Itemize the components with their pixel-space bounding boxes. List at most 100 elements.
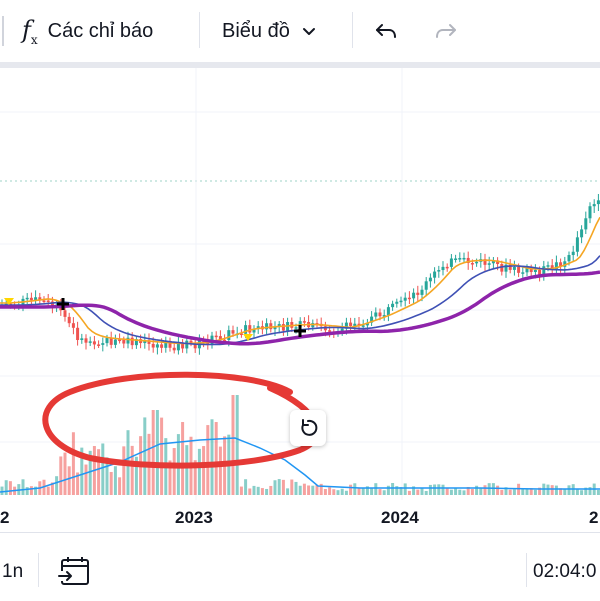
- volume-bar: [281, 479, 285, 495]
- volume-bar: [273, 480, 277, 495]
- volume-bar: [584, 487, 588, 495]
- candle-body: [302, 321, 306, 323]
- volume-bar: [46, 486, 50, 495]
- volume-bar: [420, 487, 424, 495]
- candle-body: [462, 257, 466, 260]
- volume-bar: [134, 456, 138, 495]
- volume-bar: [445, 487, 449, 495]
- volume-bar: [105, 457, 109, 495]
- volume-bar: [113, 466, 117, 495]
- calendar-goto-icon: [58, 557, 89, 585]
- volume-bar: [353, 483, 357, 495]
- candle-body: [265, 323, 269, 330]
- function-icon: fx: [22, 15, 38, 47]
- candle-body: [596, 200, 600, 205]
- price-chart[interactable]: [0, 68, 600, 530]
- candle-body: [420, 289, 424, 295]
- candle-body: [80, 338, 84, 341]
- chart-type-dropdown[interactable]: Biểu đồ: [222, 12, 318, 50]
- go-to-date-button[interactable]: [58, 555, 92, 592]
- candle-body: [546, 265, 550, 267]
- candle-body: [126, 337, 130, 344]
- candle-body: [34, 297, 38, 301]
- candle-body: [517, 266, 521, 273]
- candle-body: [151, 343, 155, 348]
- candle-body: [424, 281, 428, 290]
- volume-bar: [538, 487, 542, 495]
- down-triangle-marker: [4, 298, 14, 305]
- volume-bar: [80, 447, 84, 495]
- volume-bar: [533, 489, 537, 495]
- undo-button[interactable]: [372, 12, 400, 50]
- interval-button[interactable]: 1n: [2, 561, 24, 582]
- candle-body: [395, 301, 399, 304]
- volume-bar: [185, 445, 189, 495]
- volume-bar: [34, 486, 38, 495]
- volume-bar: [517, 483, 521, 495]
- volume-bar: [365, 486, 369, 495]
- candle-body: [361, 325, 365, 327]
- volume-bar: [588, 487, 592, 495]
- candle-body: [239, 333, 243, 336]
- volume-bar: [370, 487, 374, 495]
- candle-body: [550, 265, 554, 270]
- volume-bar: [214, 422, 218, 495]
- volume-bar: [462, 490, 466, 495]
- volume-bar: [130, 445, 134, 495]
- volume-bar: [596, 490, 600, 495]
- volume-bar: [361, 487, 365, 495]
- x-axis-label: 2: [589, 508, 599, 527]
- candle-body: [88, 341, 92, 343]
- candle-body: [328, 330, 332, 332]
- candle-body: [441, 266, 445, 271]
- volume-bar: [59, 456, 63, 495]
- volume-bar: [441, 484, 445, 495]
- volume-bar: [298, 485, 302, 495]
- volume-bar: [323, 488, 327, 495]
- candle-body: [365, 322, 369, 326]
- volume-bar: [449, 489, 453, 495]
- volume-bar: [151, 410, 155, 495]
- candle-body: [155, 344, 159, 348]
- candle-body: [538, 269, 542, 276]
- candle-body: [571, 251, 575, 256]
- candle-body: [466, 257, 470, 264]
- candle-body: [533, 269, 537, 273]
- candle-body: [134, 339, 138, 346]
- toolbar-divider: [38, 553, 39, 587]
- candle-body: [277, 324, 281, 327]
- candle-body: [542, 266, 546, 276]
- volume-bar: [286, 488, 290, 495]
- candle-body: [193, 342, 197, 349]
- volume-bar: [160, 417, 164, 495]
- x-axis-label: 2024: [381, 508, 419, 527]
- volume-bar: [559, 488, 563, 495]
- candle-body: [118, 339, 122, 342]
- volume-bar: [168, 460, 172, 495]
- volume-bar: [487, 483, 491, 495]
- volume-bar: [479, 488, 483, 495]
- candle-body: [269, 323, 273, 330]
- volume-bar: [101, 443, 105, 495]
- volume-bar: [143, 417, 147, 495]
- indicators-button[interactable]: fx Các chỉ báo: [22, 12, 153, 50]
- reset-icon: [301, 419, 318, 436]
- candle-body: [281, 324, 285, 331]
- redo-button[interactable]: [432, 12, 460, 50]
- candle-body: [63, 310, 67, 317]
- volume-bar: [29, 486, 33, 495]
- candle-body: [475, 261, 479, 264]
- reset-chart-button[interactable]: [290, 410, 326, 446]
- candle-body: [252, 328, 256, 333]
- volume-bar: [118, 477, 122, 495]
- candle-body: [353, 323, 357, 326]
- candle-body: [84, 338, 88, 343]
- candle-body: [130, 337, 134, 346]
- candle-body: [294, 327, 298, 329]
- candle-body: [172, 347, 176, 351]
- volume-bar: [172, 448, 176, 495]
- candle-body: [437, 270, 441, 272]
- candle-body: [349, 322, 353, 326]
- volume-bar: [483, 485, 487, 495]
- candle-body: [496, 260, 500, 265]
